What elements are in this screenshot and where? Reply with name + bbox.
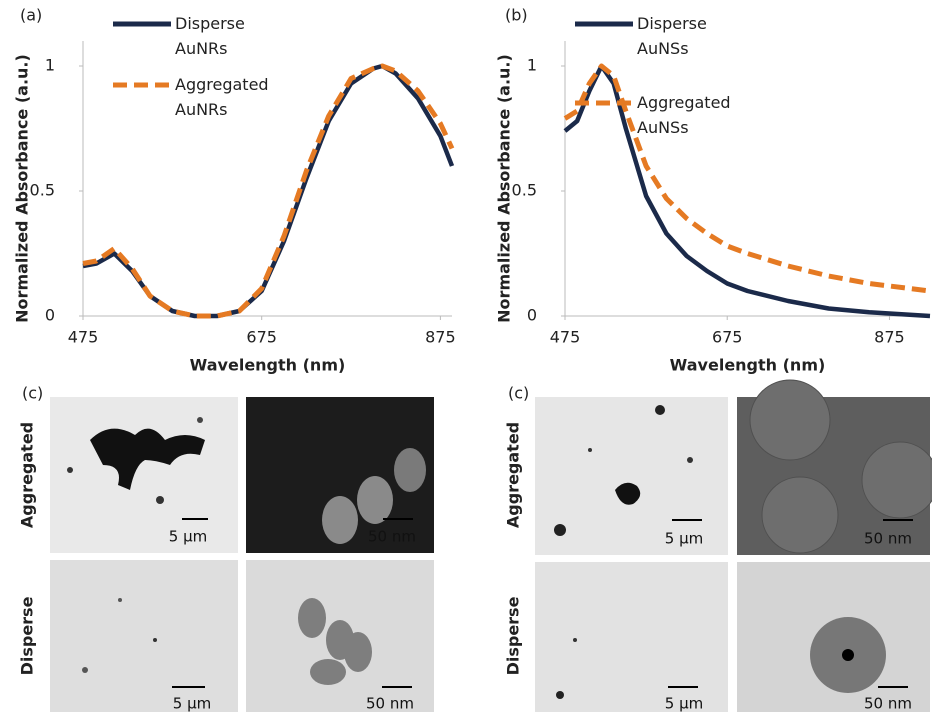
particle — [298, 598, 326, 638]
row-label: Disperse — [18, 596, 37, 675]
y-axis-label: Normalized Absorbance (a.u.) — [13, 54, 32, 323]
speck — [655, 405, 665, 415]
x-tick-label: 475 — [550, 328, 581, 347]
scale-label: 5 µm — [169, 528, 207, 546]
particle-core — [842, 649, 854, 661]
legend-label: Disperse AuNSs — [637, 14, 707, 58]
scale-label: 5 µm — [173, 695, 211, 713]
line-series — [82, 63, 455, 319]
row-label: Aggregated — [504, 422, 523, 528]
scale-label: 5 µm — [665, 695, 703, 713]
speck — [556, 691, 564, 699]
line-series — [563, 63, 931, 294]
line-series — [563, 63, 931, 319]
y-tick-label: 1 — [45, 56, 55, 75]
particle — [322, 496, 358, 544]
y-tick-label: 0 — [527, 306, 537, 325]
row-label: Aggregated — [18, 422, 37, 528]
particle — [861, 441, 932, 519]
speck — [156, 496, 164, 504]
aggregate — [90, 428, 205, 490]
legend-label: Aggregated AuNSs — [637, 93, 731, 137]
row-label: Disperse — [504, 596, 523, 675]
y-tick-label: 1 — [527, 56, 537, 75]
particle — [761, 476, 839, 554]
speck — [573, 638, 577, 642]
y-tick-label: 0.5 — [512, 181, 537, 200]
speck — [687, 457, 693, 463]
speck — [67, 467, 73, 473]
particle — [749, 379, 831, 461]
x-tick-label: 875 — [874, 328, 905, 347]
y-tick-label: 0.5 — [30, 181, 55, 200]
speck — [118, 598, 122, 602]
panel-label: (c) — [508, 384, 529, 403]
x-axis-label: Wavelength (nm) — [190, 356, 346, 375]
aggregate — [615, 482, 641, 505]
panel-label: (a) — [20, 6, 42, 25]
panel-label: (b) — [505, 6, 528, 25]
speck — [197, 417, 203, 423]
x-axis-label: Wavelength (nm) — [670, 356, 826, 375]
x-tick-label: 675 — [712, 328, 743, 347]
scale-label: 50 nm — [864, 695, 912, 713]
x-tick-label: 675 — [246, 328, 277, 347]
scale-label: 50 nm — [368, 528, 416, 546]
scale-label: 50 nm — [864, 530, 912, 548]
particle — [357, 476, 393, 524]
particle — [344, 632, 372, 672]
particle — [394, 448, 426, 492]
y-tick-label: 0 — [45, 306, 55, 325]
micrograph — [50, 560, 238, 712]
micrograph — [535, 562, 728, 712]
legend-label: Aggregated AuNRs — [175, 75, 269, 119]
legend-label: Disperse AuNRs — [175, 14, 245, 58]
x-tick-label: 875 — [425, 328, 456, 347]
micrographs-right: (c) Aggregated Disperse 5 µm 50 nm 5 µm … — [504, 379, 932, 713]
speck — [82, 667, 88, 673]
speck — [554, 524, 566, 536]
y-axis-label: Normalized Absorbance (a.u.) — [495, 54, 514, 323]
speck — [588, 448, 592, 452]
scale-label: 50 nm — [366, 695, 414, 713]
speck — [153, 638, 157, 642]
micrograph — [50, 397, 238, 553]
micrograph — [535, 397, 728, 555]
particle — [310, 659, 346, 685]
x-tick-label: 475 — [68, 328, 99, 347]
panel-label: (c) — [22, 384, 43, 403]
scale-label: 5 µm — [665, 530, 703, 548]
micrographs-left: (c) Aggregated Disperse 5 µm 50 nm 5 µm … — [18, 384, 434, 713]
